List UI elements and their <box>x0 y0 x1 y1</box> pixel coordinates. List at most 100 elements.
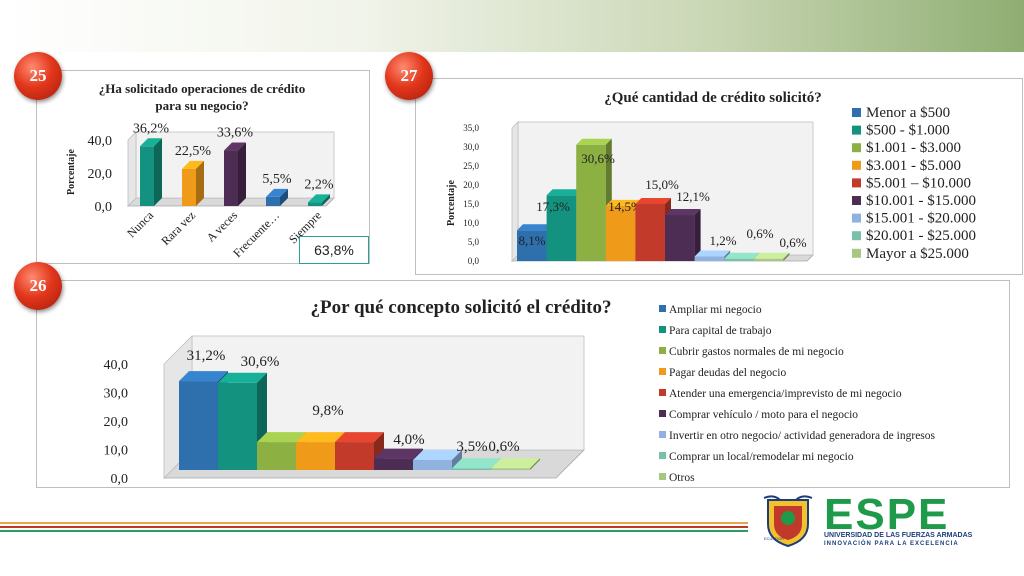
bar-front <box>296 442 335 470</box>
bar-top <box>452 458 501 469</box>
data-label: 8,1% <box>518 233 545 248</box>
data-label: 2,2% <box>304 177 334 192</box>
y-tick-label: 10,0 <box>104 444 129 459</box>
y-tick-label: 10,0 <box>463 218 479 228</box>
bar-front <box>605 205 636 261</box>
bar-front <box>694 256 725 261</box>
bar-front <box>335 442 374 470</box>
plot-area-sidewall <box>127 131 137 207</box>
bar-top <box>724 252 760 259</box>
bar-front <box>491 468 530 470</box>
bar-front <box>179 381 218 470</box>
bar-side <box>238 142 246 206</box>
legend-swatch <box>659 473 666 480</box>
y-tick-label: 30,0 <box>104 387 129 402</box>
data-label: 3,5% <box>456 439 487 455</box>
bar-top <box>335 432 384 443</box>
bar-top <box>218 372 267 383</box>
y-tick-label: 20,0 <box>88 167 113 182</box>
legend-label: Atender una emergencia/imprevisto de mi … <box>669 388 902 400</box>
bar-top <box>257 432 306 443</box>
bar-top <box>374 448 423 459</box>
bar-side <box>322 194 330 206</box>
legend-swatch <box>852 178 861 188</box>
chart-title: ¿Ha solicitado operaciones de crédito <box>99 81 306 96</box>
legend-label: Menor a $500 <box>866 105 950 121</box>
data-label: 30,6% <box>581 151 615 166</box>
logo-wordmark: ESPE <box>824 490 950 539</box>
bar-side <box>452 450 462 470</box>
y-tick-label: 0,0 <box>111 472 129 486</box>
legend-swatch <box>852 196 861 205</box>
bar <box>491 458 540 470</box>
legend-swatch <box>659 410 666 417</box>
legend-swatch <box>659 452 666 459</box>
y-tick-label: 40,0 <box>104 358 129 373</box>
bar-side <box>694 209 701 261</box>
data-label: 30,6% <box>241 354 280 370</box>
bar-top <box>517 224 553 231</box>
bar-top <box>308 194 330 203</box>
legend-label: $10.001 - $15.000 <box>866 193 976 209</box>
legend-swatch <box>659 326 666 333</box>
chart-title: ¿Por qué concepto solicitó el crédito? <box>311 297 612 318</box>
y-tick-label: 0,0 <box>468 256 480 266</box>
bar-top <box>296 432 345 443</box>
bar-top <box>605 199 642 206</box>
data-label: 36,2% <box>133 121 170 136</box>
y-tick-label: 15,0 <box>463 199 479 209</box>
data-label: 15,0% <box>645 177 679 192</box>
bar-front <box>576 144 606 261</box>
slide-number-badge: 27 <box>385 52 433 100</box>
bar <box>182 160 204 206</box>
espe-shield-icon <box>763 495 813 548</box>
bar <box>753 252 790 261</box>
x-tick-label: Rara vez <box>158 208 198 248</box>
data-label: 5,5% <box>262 172 292 187</box>
legend-label: $20.001 - $25.000 <box>866 228 976 244</box>
legend-label: Mayor a $25.000 <box>866 246 969 262</box>
legend-label: Para capital de trabajo <box>669 325 772 337</box>
bar <box>266 188 288 206</box>
bar <box>308 194 330 206</box>
bar-front <box>257 442 296 470</box>
footer-line-orange <box>0 522 748 524</box>
legend-swatch <box>852 248 861 258</box>
bar-front <box>374 458 413 470</box>
legend-swatch <box>852 125 861 135</box>
bar-top <box>140 138 162 147</box>
data-label: 33,6% <box>217 126 254 141</box>
legend-label: Invertir en otro negocio/ actividad gene… <box>669 430 936 442</box>
logo-shield-label: ECUADOR <box>764 536 785 541</box>
bar-top <box>635 198 671 204</box>
bar <box>224 142 246 206</box>
chart-credit-purpose: ¿Por qué concepto solicitó el crédito? 0,… <box>104 297 936 486</box>
data-label: 17,3% <box>536 199 570 214</box>
legend-label: $1.001 - $3.000 <box>866 140 961 156</box>
bar-front <box>224 150 238 206</box>
data-label: 12,1% <box>676 189 710 204</box>
bar-front <box>452 468 491 470</box>
chart-credit-amount: ¿Qué cantidad de crédito solicitó? Porcen… <box>446 90 976 266</box>
data-label: 1,2% <box>709 233 736 248</box>
slide-number-badge: 26 <box>14 262 62 310</box>
bar <box>140 138 162 206</box>
bar-side <box>154 138 162 206</box>
bar-front <box>724 258 754 261</box>
bar-front <box>546 195 577 261</box>
chart-title: para su negocio? <box>155 98 248 113</box>
data-label: 9,8% <box>312 403 343 419</box>
legend-swatch <box>852 143 861 153</box>
legend-label: Otros <box>669 472 695 484</box>
legend-label: $500 - $1.000 <box>866 123 950 139</box>
legend-swatch <box>852 108 861 117</box>
x-tick-label: Frecuente… <box>230 208 282 260</box>
bar-front <box>182 168 196 206</box>
legend-swatch <box>659 368 666 375</box>
bar-top <box>576 138 612 145</box>
y-tick-label: 30,0 <box>463 142 479 152</box>
x-tick-label: A veces <box>204 208 241 245</box>
x-tick-label: Nunca <box>124 208 157 241</box>
legend-swatch <box>659 431 666 438</box>
data-label: 14,5% <box>608 199 642 214</box>
